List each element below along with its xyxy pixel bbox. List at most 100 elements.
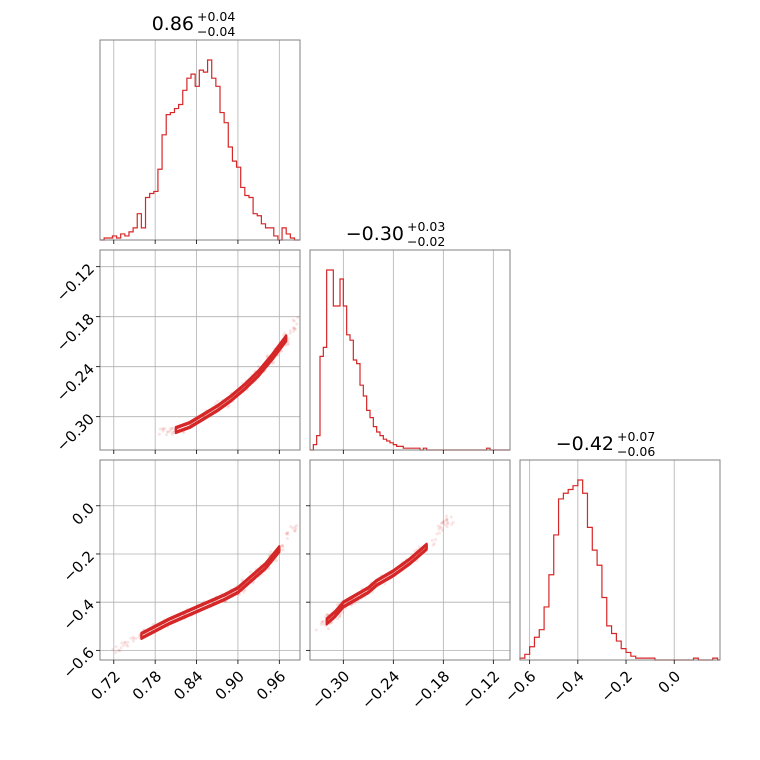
scatter-point bbox=[129, 636, 133, 640]
scatter-point bbox=[292, 327, 296, 331]
scatter-point bbox=[286, 343, 290, 347]
histogram-param-3 bbox=[519, 479, 720, 661]
x-tick-label: −0.12 bbox=[458, 667, 503, 712]
scatter-point bbox=[291, 329, 295, 333]
scatter-point bbox=[151, 622, 155, 626]
histogram-param-1 bbox=[100, 59, 300, 241]
scatter-point bbox=[168, 429, 172, 433]
scatter-point bbox=[249, 570, 253, 574]
y-tick-label: −0.12 bbox=[53, 260, 98, 305]
x-tick-label: 0.0 bbox=[655, 667, 685, 697]
scatter-point bbox=[158, 427, 162, 431]
scatter-point bbox=[443, 523, 447, 527]
scatter-point bbox=[281, 544, 285, 548]
x-tick-label: −0.4 bbox=[549, 667, 587, 705]
scatter-point bbox=[446, 521, 450, 525]
scatter-point bbox=[294, 527, 298, 531]
param-title-plus-3: +0.07 bbox=[617, 429, 655, 444]
scatter-point bbox=[119, 646, 123, 650]
scatter-point bbox=[281, 548, 285, 552]
scatter-point bbox=[269, 550, 273, 554]
contour-inner bbox=[174, 335, 288, 433]
scatter-point bbox=[285, 531, 289, 535]
scatter-point bbox=[446, 522, 450, 526]
histogram-frame-2 bbox=[309, 249, 511, 451]
scatter-point bbox=[242, 590, 246, 594]
scatter-point bbox=[163, 427, 167, 431]
scatter-point bbox=[326, 627, 330, 631]
scatter-point bbox=[164, 433, 168, 437]
scatter-point bbox=[445, 525, 449, 529]
scatter-point bbox=[132, 637, 136, 641]
scatter-point bbox=[126, 644, 130, 648]
scatter-point bbox=[338, 615, 342, 619]
param-title-median-3: −0.42 bbox=[556, 433, 614, 455]
scatter-point bbox=[383, 582, 387, 586]
scatter-point bbox=[291, 526, 295, 530]
scatter-point bbox=[291, 318, 295, 322]
scatter-point bbox=[166, 430, 170, 434]
scatter-point bbox=[286, 531, 290, 535]
scatter-point bbox=[288, 329, 292, 333]
scatter-point bbox=[170, 427, 174, 431]
scatter-point bbox=[413, 549, 417, 553]
param-title-minus-2: −0.02 bbox=[407, 234, 445, 249]
scatter-point bbox=[283, 331, 287, 335]
scatter-point bbox=[435, 532, 439, 536]
scatter-point bbox=[322, 620, 326, 624]
scatter-point bbox=[165, 430, 169, 434]
scatter-point bbox=[286, 342, 290, 346]
scatter-point bbox=[123, 640, 127, 644]
scatter-point bbox=[270, 361, 274, 365]
scatter-point bbox=[320, 619, 324, 623]
scatter-point bbox=[292, 326, 296, 330]
scatter-point bbox=[134, 636, 138, 640]
scatter-point bbox=[288, 331, 292, 335]
y-tick-label: −0.4 bbox=[60, 595, 98, 633]
scatter-point bbox=[445, 518, 449, 522]
x-tick-label: −0.2 bbox=[598, 667, 636, 705]
x-tick-label: −0.6 bbox=[501, 667, 539, 705]
histogram-frame-3 bbox=[519, 459, 721, 661]
scatter-point bbox=[132, 639, 136, 643]
scatter-point bbox=[314, 628, 318, 632]
scatter-point bbox=[227, 404, 231, 408]
scatter-point bbox=[436, 524, 440, 528]
x-tick-label: 0.72 bbox=[87, 667, 123, 703]
contour-outer bbox=[140, 545, 281, 641]
scatter-point bbox=[257, 365, 261, 369]
scatter-point bbox=[281, 543, 285, 547]
scatter-point bbox=[291, 326, 295, 330]
scatter-point bbox=[272, 360, 276, 364]
scatter-point bbox=[319, 622, 323, 626]
scatter-point bbox=[293, 529, 297, 533]
scatter-point bbox=[123, 641, 127, 645]
scatter-point bbox=[438, 525, 442, 529]
y-tick-label: −0.24 bbox=[53, 360, 98, 405]
scatter-point bbox=[121, 643, 125, 647]
scatter-point bbox=[341, 610, 345, 614]
scatter-point bbox=[265, 353, 269, 357]
y-tick-label: 0.0 bbox=[68, 499, 98, 529]
scatter-point bbox=[439, 521, 443, 525]
scatter-point bbox=[171, 430, 175, 434]
scatter-point bbox=[434, 538, 438, 542]
scatter-point bbox=[169, 426, 173, 430]
scatter-point bbox=[285, 532, 289, 536]
scatter-point bbox=[338, 614, 342, 618]
scatter-point bbox=[445, 514, 449, 518]
scatter-point bbox=[417, 545, 421, 549]
x-tick-label: 0.78 bbox=[129, 667, 165, 703]
scatter-point bbox=[293, 525, 297, 529]
x-tick-label: 0.84 bbox=[170, 667, 206, 703]
scatter-point bbox=[125, 643, 129, 647]
scatter-point bbox=[449, 515, 453, 519]
contour-inner bbox=[140, 546, 281, 639]
scatter-point bbox=[216, 399, 220, 403]
scatter-point bbox=[293, 529, 297, 533]
scatter-point bbox=[296, 315, 300, 319]
scatter-point bbox=[170, 432, 174, 436]
param-title-plus-2: +0.03 bbox=[407, 219, 445, 234]
scatter-point bbox=[126, 640, 130, 644]
